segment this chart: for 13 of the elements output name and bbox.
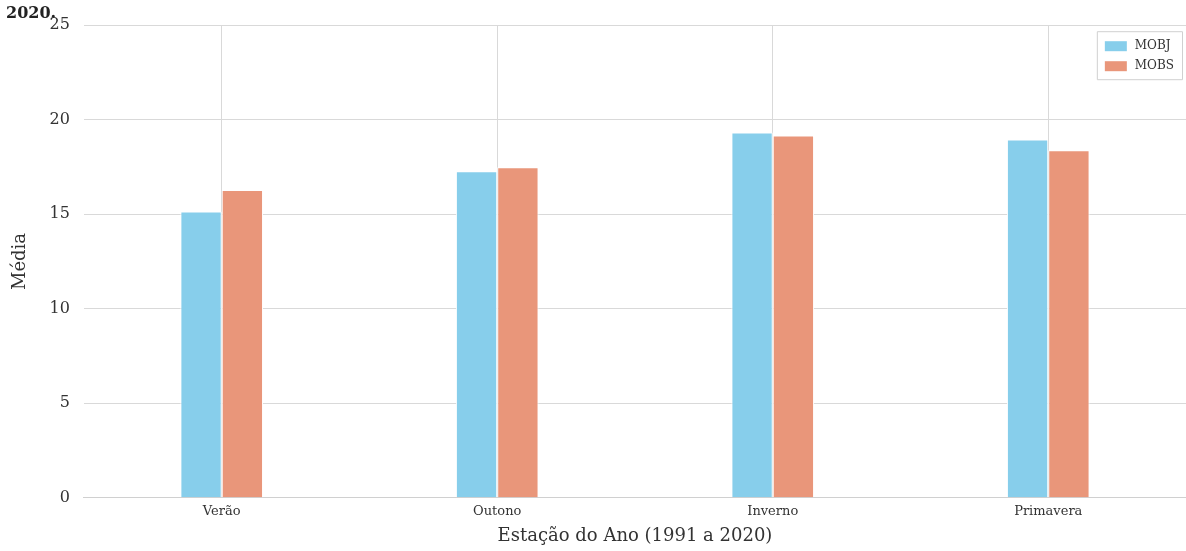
y-tick-label: 10 [49,297,70,317]
y-tick-label: 0 [59,486,70,506]
y-axis-title: Média [8,232,30,291]
x-axis-title: Estação do Ano (1991 a 2020) [497,523,773,545]
y-tick-label: 15 [49,203,70,223]
x-tick-label: Inverno [747,502,799,518]
legend-label: MOBJ [1134,38,1171,53]
y-tick-label: 20 [49,108,70,128]
legend-label: MOBS [1134,58,1175,73]
y-tick-label: 5 [59,392,70,412]
x-tick-label: Outono [473,502,522,518]
x-tick-label: Verão [201,502,241,518]
x-tick-label: Primavera [1014,502,1083,518]
